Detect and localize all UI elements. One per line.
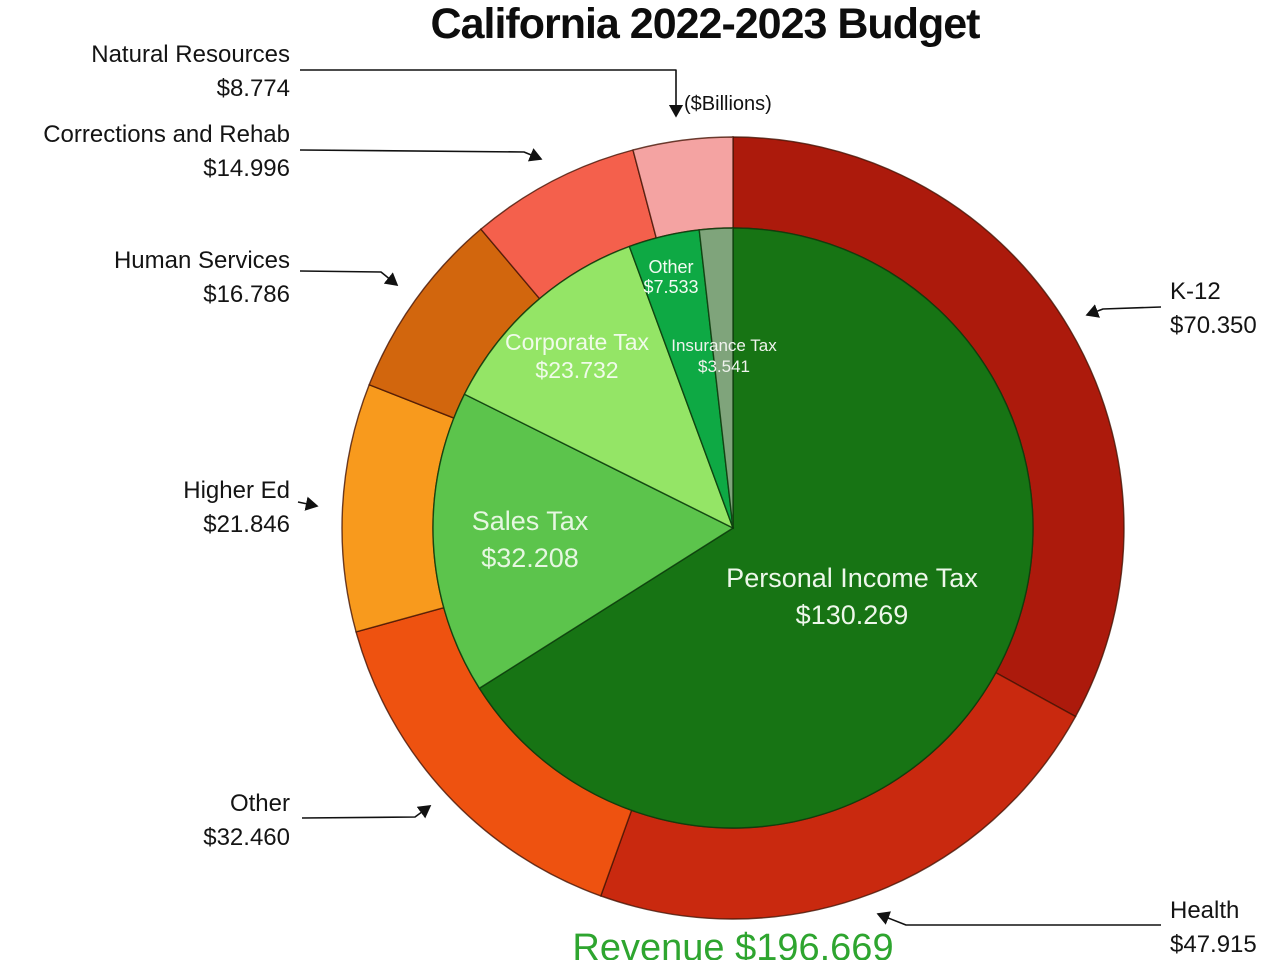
callout-corrections-and-rehab: Corrections and Rehab $14.996: [43, 118, 290, 186]
slice-label-sales-tax-name: Sales Tax: [471, 506, 589, 536]
slice-label-corporate-tax-value: $23.732: [535, 357, 619, 383]
slice-label-personal-income-tax-value: $130.269: [795, 600, 909, 630]
callout-line-k-12: [1085, 304, 1162, 318]
callout-k-12-label: K-12: [1170, 278, 1221, 305]
callout-natural-resources-label: Natural Resources: [91, 41, 290, 68]
inner-slice-corporate-tax: [463, 245, 735, 530]
callout-natural-resources-value: $8.774: [216, 75, 290, 102]
revenue-total-label: Revenue $196.669: [572, 927, 894, 960]
callout-health: Health $47.915: [1170, 894, 1257, 960]
inner-slice-personal-income-tax: [478, 227, 1034, 829]
callout-other-value: $32.460: [203, 824, 290, 851]
callout-line-corrections-and-rehab: [299, 148, 543, 162]
slice-label-corporate-tax: Corporate Tax $23.732: [505, 328, 649, 384]
callout-other-label: Other: [229, 790, 290, 817]
callout-human-services-value: $16.786: [203, 281, 290, 308]
slice-label-other-name: Other: [648, 257, 694, 277]
slice-label-personal-income-tax: Personal Income Tax $130.269: [726, 560, 978, 634]
callout-health-label: Health: [1170, 897, 1240, 924]
callout-human-services-label: Human Services: [113, 247, 290, 274]
callout-corrections-and-rehab-label: Corrections and Rehab: [43, 121, 290, 148]
callout-line-natural-resources: [300, 69, 684, 118]
callout-higher-ed-value: $21.846: [203, 511, 290, 538]
callout-health-value: $47.915: [1170, 931, 1257, 958]
slice-label-other-value: $7.533: [643, 277, 699, 297]
slice-label-insurance-tax-value: $3.541: [698, 357, 750, 376]
slice-label-sales-tax: Sales Tax $32.208: [472, 503, 589, 577]
callout-line-human-services: [299, 270, 399, 287]
inner-slice-insurance-tax: [698, 227, 734, 529]
callout-lines: [297, 69, 1162, 926]
callout-higher-ed: Higher Ed $21.846: [183, 474, 290, 542]
slice-label-insurance-tax-name: Insurance Tax: [671, 336, 777, 355]
callout-k-12: K-12 $70.350: [1170, 275, 1257, 343]
slice-label-sales-tax-value: $32.208: [481, 543, 579, 573]
callout-corrections-and-rehab-value: $14.996: [203, 155, 290, 182]
callout-natural-resources: Natural Resources $8.774: [91, 38, 290, 106]
callout-line-health: [876, 911, 1161, 926]
unit-label: ($Billions): [684, 93, 772, 115]
inner-slice-sales-tax: [432, 393, 735, 690]
slice-label-other: Other $7.533: [643, 257, 698, 297]
callout-other: Other $32.460: [203, 787, 290, 855]
callout-line-higher-ed: [297, 496, 319, 511]
callout-higher-ed-label: Higher Ed: [183, 477, 290, 504]
slice-label-personal-income-tax-name: Personal Income Tax: [726, 563, 978, 593]
callout-human-services: Human Services $16.786: [114, 244, 290, 312]
callout-line-other: [301, 805, 432, 819]
slice-label-insurance-tax: Insurance Tax $3.541: [671, 335, 777, 377]
slice-label-corporate-tax-name: Corporate Tax: [504, 329, 650, 355]
revenue-pie: [432, 227, 1034, 829]
callout-k-12-value: $70.350: [1170, 312, 1257, 339]
chart-title: California 2022-2023 Budget: [430, 0, 981, 48]
